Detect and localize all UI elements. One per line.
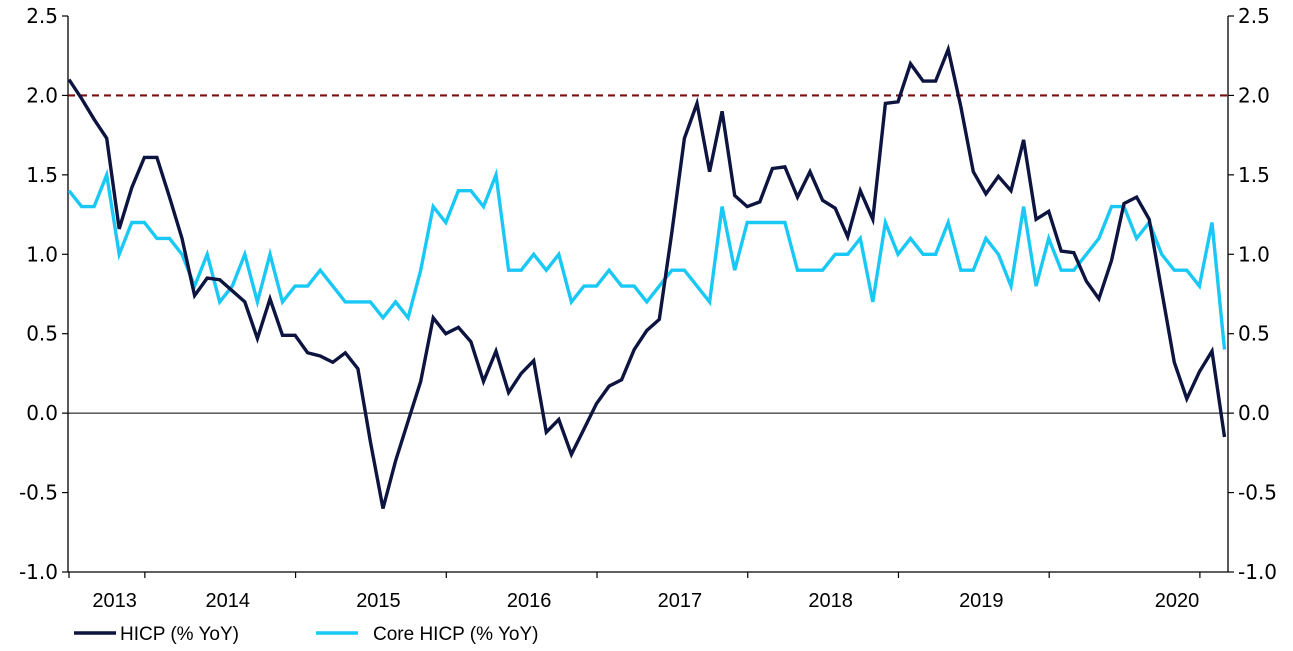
y-tick-label-left: 2.5 (26, 4, 58, 28)
y-tick-label-right: 1.0 (1238, 242, 1270, 266)
y-tick-label-left: 2.0 (26, 83, 58, 107)
x-tick-label: 2019 (959, 590, 1004, 612)
y-tick-label-left: 0.5 (26, 322, 58, 346)
y-tick-label-right: 2.0 (1238, 83, 1270, 107)
y-tick-label-left: 1.5 (26, 163, 58, 187)
x-tick-label: 2013 (92, 590, 137, 612)
x-tick-label: 2018 (808, 590, 853, 612)
y-tick-label-right: 0.5 (1238, 322, 1270, 346)
y-tick-label-right: 0.0 (1238, 401, 1270, 425)
legend-label: Core HICP (% YoY) (373, 624, 538, 645)
x-tick-label: 2017 (658, 590, 703, 612)
x-tick-label: 2016 (507, 590, 552, 612)
series-line-hicp (67, 43, 1227, 509)
y-tick-label-right: 1.5 (1238, 163, 1270, 187)
legend-item-hicp: HICP (% YoY) (74, 624, 239, 645)
y-tick-label-right: 2.5 (1238, 4, 1270, 28)
y-tick-label-left: -1.0 (19, 560, 58, 584)
y-tick-label-left: 1.0 (26, 242, 58, 266)
y-tick-label-right: -0.5 (1238, 481, 1277, 505)
y-tick-label-left: -0.5 (19, 481, 58, 505)
x-tick-label: 2020 (1155, 590, 1200, 612)
y-tick-label-left: 0.0 (26, 401, 58, 425)
legend-label: HICP (% YoY) (120, 624, 239, 645)
y-tick-label-right: -1.0 (1238, 560, 1277, 584)
series-line-core-hicp (67, 168, 1227, 350)
legend-item-core-hicp: Core HICP (% YoY) (316, 624, 538, 645)
x-tick-label: 2014 (205, 590, 250, 612)
x-tick-label: 2015 (356, 590, 401, 612)
